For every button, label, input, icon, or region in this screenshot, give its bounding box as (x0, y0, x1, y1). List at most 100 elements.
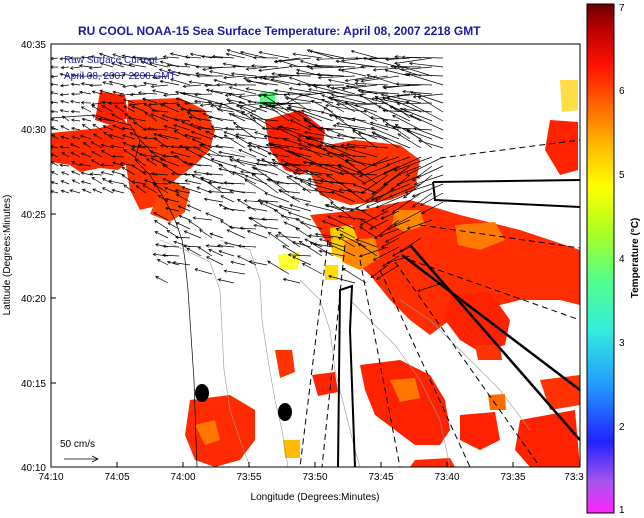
current-vector-head (344, 101, 348, 105)
current-vector (103, 125, 114, 131)
current-vector (174, 130, 191, 140)
current-vector-head (258, 50, 263, 55)
current-vector (199, 144, 224, 158)
current-vector-head (393, 168, 398, 172)
current-vector-head (121, 134, 126, 138)
current-vector (71, 119, 81, 122)
current-vector-head (340, 143, 345, 148)
current-vector-head (306, 49, 311, 53)
current-vector-head (308, 233, 312, 238)
current-vector (292, 53, 323, 59)
current-vector (344, 101, 378, 113)
current-vector (194, 93, 213, 96)
current-vector (286, 107, 312, 122)
current-vector (271, 79, 301, 86)
current-vector (121, 166, 136, 176)
current-vector-head (207, 101, 212, 105)
current-vector-head (335, 59, 340, 64)
current-vector (254, 75, 279, 79)
current-vector (268, 153, 290, 158)
current-vector-head (202, 112, 206, 117)
current-vector (280, 159, 312, 176)
current-vector-head (409, 91, 414, 95)
current-vector (215, 145, 235, 149)
current-vector-head (135, 158, 139, 162)
current-vector-head (209, 70, 213, 74)
current-vector-head (217, 243, 221, 248)
current-vector-head (304, 238, 308, 242)
current-vector (142, 171, 158, 176)
current-vector-head (302, 117, 307, 122)
current-vector-head (265, 143, 270, 147)
current-vector (300, 221, 323, 230)
current-vector-head (101, 104, 105, 109)
current-vector (91, 177, 103, 185)
current-vector (403, 174, 433, 199)
current-vector-head (111, 73, 115, 77)
current-vector (397, 102, 433, 105)
current-vector-head (161, 114, 166, 118)
current-vector-head (59, 163, 63, 167)
current-vector (402, 56, 444, 59)
current-vector-head (114, 105, 118, 109)
current-vector-head (293, 171, 297, 176)
current-vector-head (421, 210, 425, 214)
current-vector-head (92, 133, 97, 137)
current-vector-head (244, 179, 248, 183)
current-vector-head (205, 244, 210, 248)
current-vector (240, 51, 268, 59)
current-vector-head (143, 179, 148, 183)
chart-title: RU COOL NOAA-15 Sea Surface Temperature:… (78, 24, 481, 38)
current-vector-head (108, 133, 113, 138)
current-vector-head (59, 57, 63, 61)
current-vector (290, 119, 312, 131)
current-vector-head (298, 241, 303, 245)
current-vector (286, 176, 312, 194)
current-vector (296, 72, 334, 77)
current-vector (389, 105, 422, 122)
current-vector (157, 259, 169, 266)
current-vector-head (345, 84, 350, 89)
current-vector-head (365, 204, 370, 208)
current-vector (236, 102, 268, 107)
current-vector-head (301, 263, 306, 267)
current-vector-head (111, 154, 116, 159)
current-vector (268, 142, 301, 158)
current-vector-head (412, 177, 416, 182)
current-vector (170, 78, 191, 86)
current-vector (189, 81, 213, 86)
current-vector-head (251, 64, 255, 68)
current-vector-head (235, 135, 239, 140)
current-vector-head (330, 191, 335, 195)
current-vector-head (240, 170, 244, 174)
current-vector (268, 178, 290, 194)
current-vector-head (166, 230, 171, 234)
current-vector-head (336, 133, 341, 138)
current-vector (376, 264, 400, 280)
current-vector (182, 93, 202, 95)
current-vector (143, 128, 158, 131)
current-vector (294, 177, 323, 185)
current-vector (220, 195, 235, 203)
current-vector-head (101, 187, 106, 191)
current-vector-head (327, 215, 331, 219)
current-vector-head (206, 256, 210, 260)
current-vector (70, 100, 81, 104)
current-vector (266, 144, 290, 149)
current-vector-head (325, 204, 330, 208)
current-vector (233, 122, 257, 140)
current-vector-head (181, 91, 186, 96)
current-vector (341, 69, 367, 77)
current-vector-head (147, 126, 151, 131)
current-vector-head (245, 67, 250, 71)
current-vector (219, 204, 235, 212)
current-vector (328, 79, 356, 86)
current-vector-head (170, 172, 175, 176)
current-vector-head (257, 93, 262, 98)
current-vector (164, 187, 180, 194)
current-vector (208, 116, 235, 122)
current-vector-head (359, 218, 363, 222)
current-vector (82, 124, 92, 131)
current-vector (81, 181, 92, 185)
